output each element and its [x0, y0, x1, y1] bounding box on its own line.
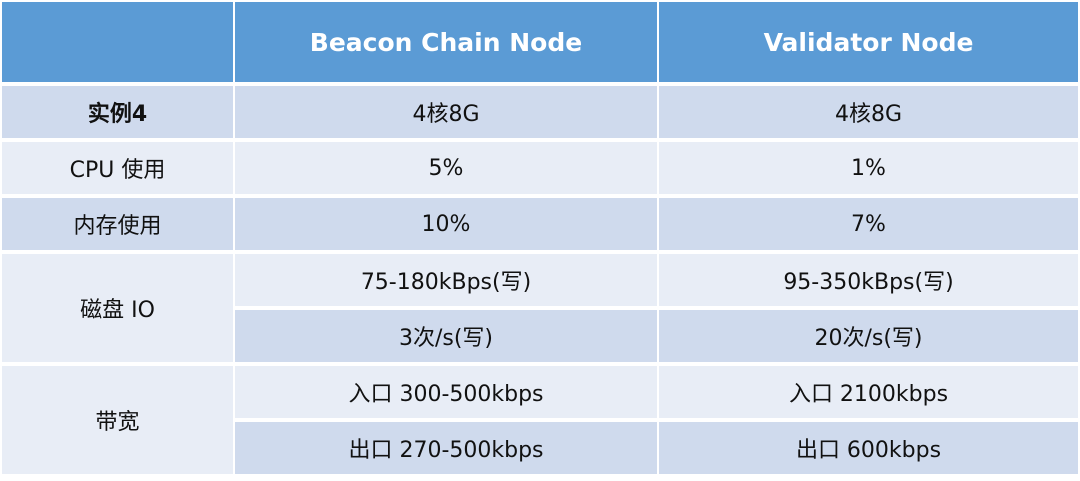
value-cell: 入口 300-500kbps — [235, 366, 657, 418]
value-cell: 4核8G — [235, 86, 657, 138]
value-cell: 5% — [235, 142, 657, 194]
header-cell: Validator Node — [659, 2, 1078, 82]
header-cell: Beacon Chain Node — [235, 2, 657, 82]
value-cell: 75-180kBps(写) — [235, 254, 657, 306]
row-label: 内存使用 — [2, 198, 233, 250]
value-cell: 1% — [659, 142, 1078, 194]
value-cell: 95-350kBps(写) — [659, 254, 1078, 306]
row-label: 实例4 — [2, 86, 233, 138]
row-label: 带宽 — [2, 366, 233, 474]
value-cell: 7% — [659, 198, 1078, 250]
value-cell: 10% — [235, 198, 657, 250]
value-cell: 入口 2100kbps — [659, 366, 1078, 418]
row-label: CPU 使用 — [2, 142, 233, 194]
value-cell: 出口 270-500kbps — [235, 422, 657, 474]
value-cell: 出口 600kbps — [659, 422, 1078, 474]
row-label: 磁盘 IO — [2, 254, 233, 362]
value-cell: 4核8G — [659, 86, 1078, 138]
value-cell: 3次/s(写) — [235, 310, 657, 362]
header-cell — [2, 2, 233, 82]
value-cell: 20次/s(写) — [659, 310, 1078, 362]
